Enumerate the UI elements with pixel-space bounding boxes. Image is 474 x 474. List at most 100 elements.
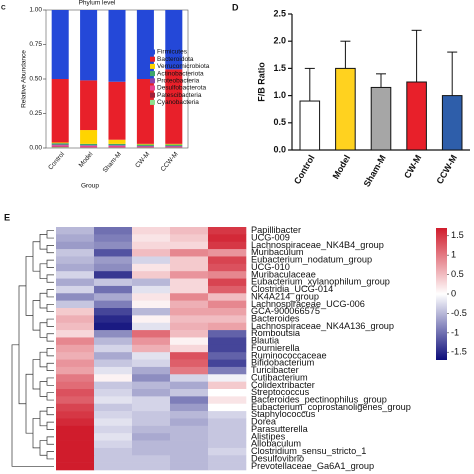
heat-cell xyxy=(170,234,209,243)
heat-cell xyxy=(56,403,95,412)
heat-cell xyxy=(94,352,133,360)
heat-cell xyxy=(94,433,133,441)
heat-cell xyxy=(132,396,171,405)
heat-cell xyxy=(208,462,247,471)
heat-cell xyxy=(132,308,171,316)
heat-cell xyxy=(208,234,247,243)
row-label: Eubacterium_xylanophilum_group xyxy=(251,277,390,287)
chart-title: Phylum level xyxy=(79,0,116,7)
heat-cell xyxy=(56,374,95,382)
heat-cell xyxy=(170,425,209,434)
dendrogram-branch xyxy=(46,318,54,327)
bar xyxy=(406,81,427,151)
legend-swatch xyxy=(150,71,155,77)
legend-label: Firmicutes xyxy=(157,49,188,56)
heat-cell xyxy=(208,411,247,419)
heat-cell xyxy=(94,403,133,412)
heat-cell xyxy=(132,256,171,265)
heat-cell xyxy=(132,315,171,324)
row-label: Allobaculum xyxy=(251,439,301,449)
y-tick-label: 0.25 xyxy=(29,110,42,117)
heat-cell xyxy=(56,389,95,397)
colorbar-tick-label: 0 xyxy=(451,288,456,298)
heat-cell xyxy=(56,308,95,316)
heat-cell xyxy=(208,389,247,397)
bar-segment xyxy=(51,145,69,147)
dendrogram-branch xyxy=(32,359,40,390)
heat-cell xyxy=(94,263,133,272)
heat-cell xyxy=(170,285,209,294)
x-tick-label: CCW-M xyxy=(434,153,459,186)
row-label: Dorea xyxy=(251,417,277,427)
heat-cell xyxy=(94,425,133,434)
row-label: Blautia xyxy=(251,336,280,346)
heat-cell xyxy=(94,322,133,331)
legend-swatch xyxy=(150,49,155,55)
heat-cell xyxy=(208,447,247,456)
legend-swatch xyxy=(150,56,155,62)
heat-cell xyxy=(170,337,209,346)
heat-cell xyxy=(132,263,171,272)
heat-cell xyxy=(132,227,171,235)
heat-cell xyxy=(56,263,95,272)
heat-cell xyxy=(170,249,209,257)
heat-cell xyxy=(208,300,247,309)
dendrogram-branch xyxy=(46,436,54,445)
row-label: Prevotellaceae_Ga6A1_group xyxy=(251,461,374,471)
heat-cell xyxy=(208,344,247,353)
heat-cell xyxy=(208,381,247,390)
dendrogram-branch xyxy=(18,285,26,405)
heat-cell xyxy=(208,366,247,375)
heat-cell xyxy=(132,462,171,471)
heat-cell xyxy=(132,433,171,441)
row-label: Parasutterella xyxy=(251,424,309,434)
heat-cell xyxy=(170,271,209,279)
heat-cell xyxy=(56,256,95,265)
dendrogram-branch xyxy=(46,362,54,371)
heat-cell xyxy=(208,359,247,368)
row-label: Lachnospiraceae_NK4A136_group xyxy=(251,321,394,331)
legend-label: Verrucomicrobiota xyxy=(157,63,210,70)
heat-cell xyxy=(170,293,209,301)
legend-swatch xyxy=(150,85,155,91)
heat-cell xyxy=(132,425,171,434)
bar-segment xyxy=(165,10,183,70)
heat-cell xyxy=(170,359,209,368)
legend-swatch xyxy=(150,92,155,98)
x-tick-label: CCW-M xyxy=(160,151,180,173)
legend-swatch xyxy=(150,99,155,105)
heat-cell xyxy=(56,344,95,353)
panel-d: D F/B Ratio 0.0 0.5 1.0 1.5 2.0 2.5 Control Model… xyxy=(232,2,470,189)
heat-cell xyxy=(170,418,209,427)
heat-cell xyxy=(94,381,133,390)
x-tick-label: Sham-M xyxy=(102,151,123,174)
heat-cell xyxy=(56,359,95,368)
heat-cell xyxy=(170,344,209,353)
bar-segment xyxy=(80,143,98,146)
heat-cell xyxy=(94,271,133,279)
dendrogram-branch xyxy=(25,373,33,434)
heat-cell xyxy=(132,447,171,456)
legend-label: Bacteroidota xyxy=(157,56,194,63)
heat-cell xyxy=(56,227,95,235)
bar-segment xyxy=(136,146,154,148)
dendrogram-branch xyxy=(39,292,47,309)
heat-cell xyxy=(56,337,95,346)
bar xyxy=(335,67,356,151)
colorbar-tick-label: 1.5 xyxy=(451,230,464,240)
y-tick-label: 0.00 xyxy=(29,145,42,152)
dendrogram-branch xyxy=(46,377,54,386)
heat-cell xyxy=(170,433,209,441)
dendrogram-branch xyxy=(46,274,54,283)
bar-segment xyxy=(51,10,69,79)
bar-segment xyxy=(108,81,126,140)
heat-cell xyxy=(170,403,209,412)
panel-e: EPapillibacterUCG-009Lachnospiraceae_NK4… xyxy=(4,212,467,470)
x-axis-label: Group xyxy=(81,183,99,190)
legend-label: Actinobacteriota xyxy=(157,70,204,77)
row-label: NK4A214_group xyxy=(251,291,319,301)
heat-cell xyxy=(170,308,209,316)
row-label: Romboutsia xyxy=(251,328,301,338)
bar-segment xyxy=(136,144,154,146)
heat-cell xyxy=(94,285,133,294)
